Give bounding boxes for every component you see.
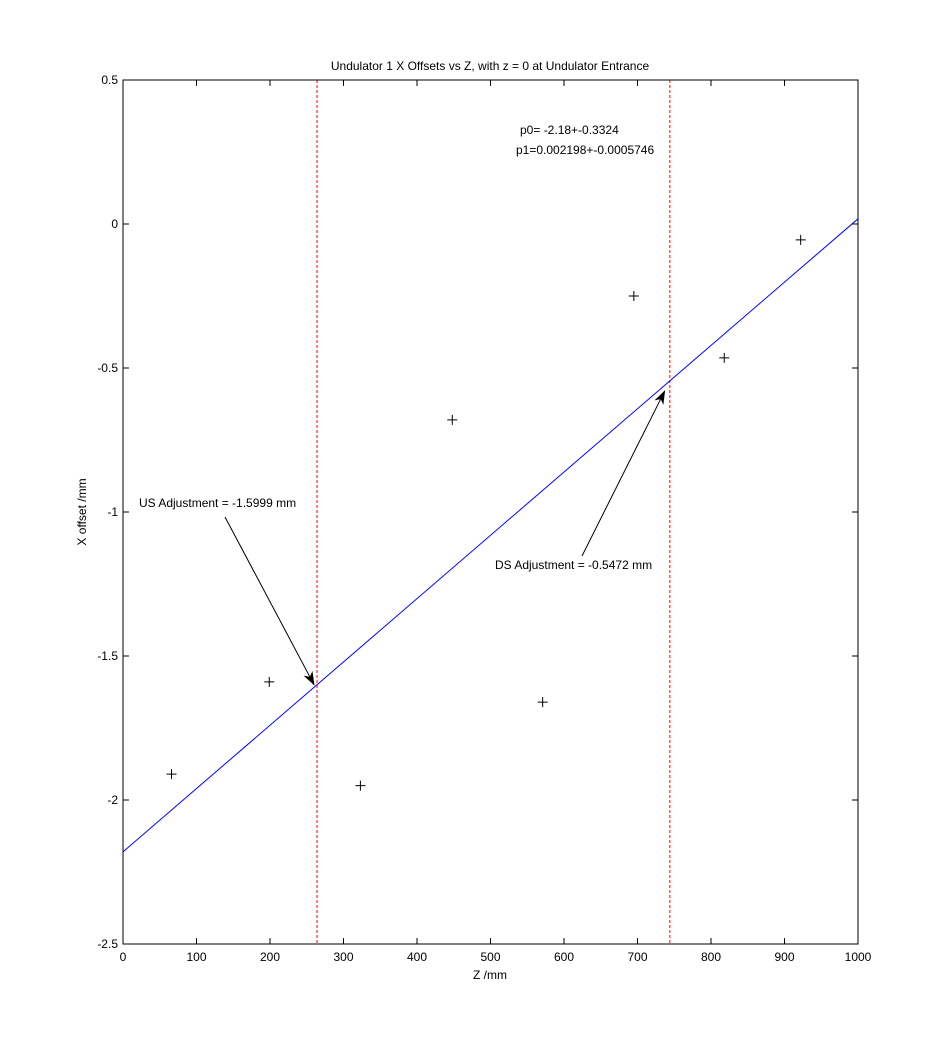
axes-frame bbox=[122, 79, 859, 945]
data-point-6 bbox=[628, 291, 639, 301]
y-tick-label: -2.5 bbox=[97, 937, 118, 951]
y-tick-label: -1 bbox=[107, 505, 118, 519]
data-point-3 bbox=[355, 780, 366, 791]
x-tick-label: 500 bbox=[480, 950, 500, 964]
y-tick-label: -2 bbox=[107, 793, 118, 807]
x-axis: 0 100 200 300 400 500 600 700 800 900 1000 bbox=[120, 80, 872, 964]
y-tick-label: 0.5 bbox=[101, 73, 118, 87]
chart-title: Undulator 1 X Offsets vs Z, with z = 0 a… bbox=[331, 59, 650, 73]
x-tick-label: 700 bbox=[627, 950, 647, 964]
us-adjustment-arrow bbox=[224, 516, 315, 686]
x-tick-label: 300 bbox=[333, 950, 353, 964]
x-tick-label: 800 bbox=[701, 950, 721, 964]
fit-param-p0: p0= -2.18+-0.3324 bbox=[520, 123, 619, 137]
ds-adjustment-arrow bbox=[581, 390, 666, 557]
data-point-1 bbox=[166, 769, 177, 780]
x-tick-label: 200 bbox=[260, 950, 280, 964]
data-point-8 bbox=[795, 234, 806, 245]
x-tick-label: 100 bbox=[186, 950, 206, 964]
x-tick-label: 0 bbox=[120, 950, 127, 964]
x-tick-label: 600 bbox=[554, 950, 574, 964]
x-tick-label: 900 bbox=[774, 950, 794, 964]
data-point-4 bbox=[447, 414, 458, 425]
fit-line bbox=[122, 218, 859, 853]
data-point-7 bbox=[719, 352, 730, 363]
y-tick-label: 0 bbox=[111, 217, 118, 231]
us-adjustment-label: US Adjustment = -1.5999 mm bbox=[139, 496, 296, 510]
data-point-2 bbox=[264, 676, 275, 687]
y-tick-label: -1.5 bbox=[97, 649, 118, 663]
x-axis-label: Z /mm bbox=[473, 968, 507, 982]
plot-area bbox=[122, 80, 859, 944]
ds-adjustment-label: DS Adjustment = -0.5472 mm bbox=[495, 558, 652, 572]
y-tick-label: -0.5 bbox=[97, 361, 118, 375]
fit-param-p1: p1=0.002198+-0.0005746 bbox=[516, 143, 654, 157]
y-axis-label: X offset /mm bbox=[75, 478, 89, 545]
y-axis: 0.5 0 -0.5 -1 -1.5 -2 -2.5 bbox=[97, 73, 858, 951]
x-tick-label: 400 bbox=[407, 950, 427, 964]
data-point-5 bbox=[537, 697, 548, 708]
x-tick-label: 1000 bbox=[845, 950, 872, 964]
